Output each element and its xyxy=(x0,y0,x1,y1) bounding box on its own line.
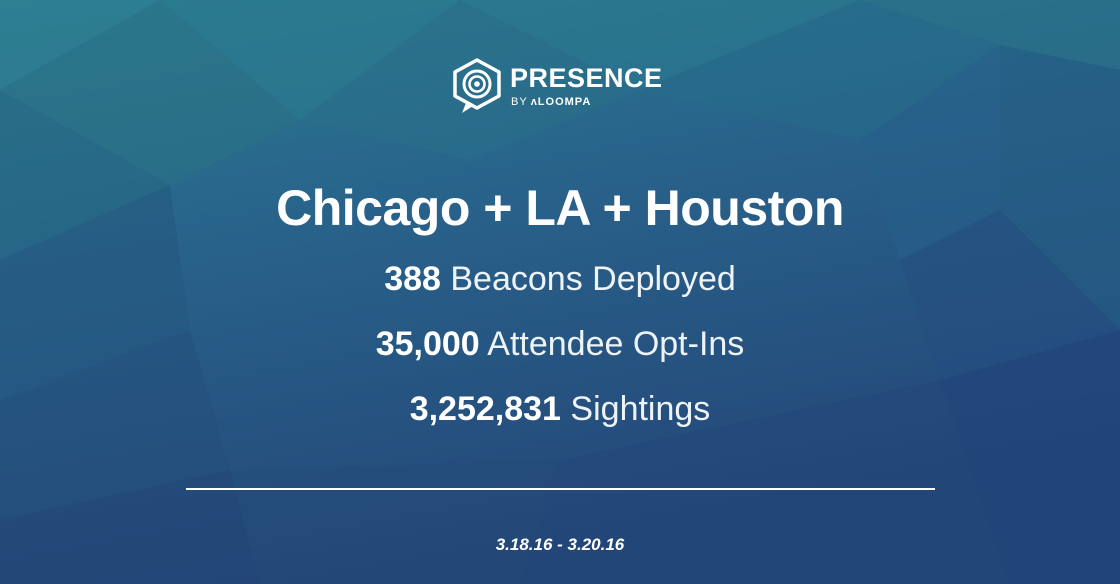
presence-logo: PRESENCE BY ʌLOOMPA xyxy=(452,58,682,118)
logo-sub-brand: ʌLOOMPA xyxy=(530,96,592,108)
logo-by: BY xyxy=(511,96,528,108)
date-range: 3.18.16 - 3.20.16 xyxy=(495,535,625,554)
stat-label: Beacons Deployed xyxy=(450,260,736,298)
stat-label: Sightings xyxy=(570,390,711,428)
headline: Chicago + LA + Houston xyxy=(276,180,844,236)
stat-value: 3,252,831 xyxy=(409,390,561,428)
divider xyxy=(186,488,935,490)
stat-sightings: 3,252,831 Sightings xyxy=(0,389,1120,429)
logo-wordmark: PRESENCE xyxy=(510,63,663,93)
stat-opt-ins: 35,000 Attendee Opt-Ins xyxy=(0,324,1120,364)
stat-label: Attendee Opt-Ins xyxy=(487,325,745,363)
stat-value: 388 xyxy=(384,260,441,298)
stat-value: 35,000 xyxy=(375,325,480,363)
presence-logo-icon xyxy=(453,58,501,113)
logo-byline: BY ʌLOOMPA xyxy=(511,95,591,109)
stat-beacons: 388 Beacons Deployed xyxy=(0,259,1120,299)
